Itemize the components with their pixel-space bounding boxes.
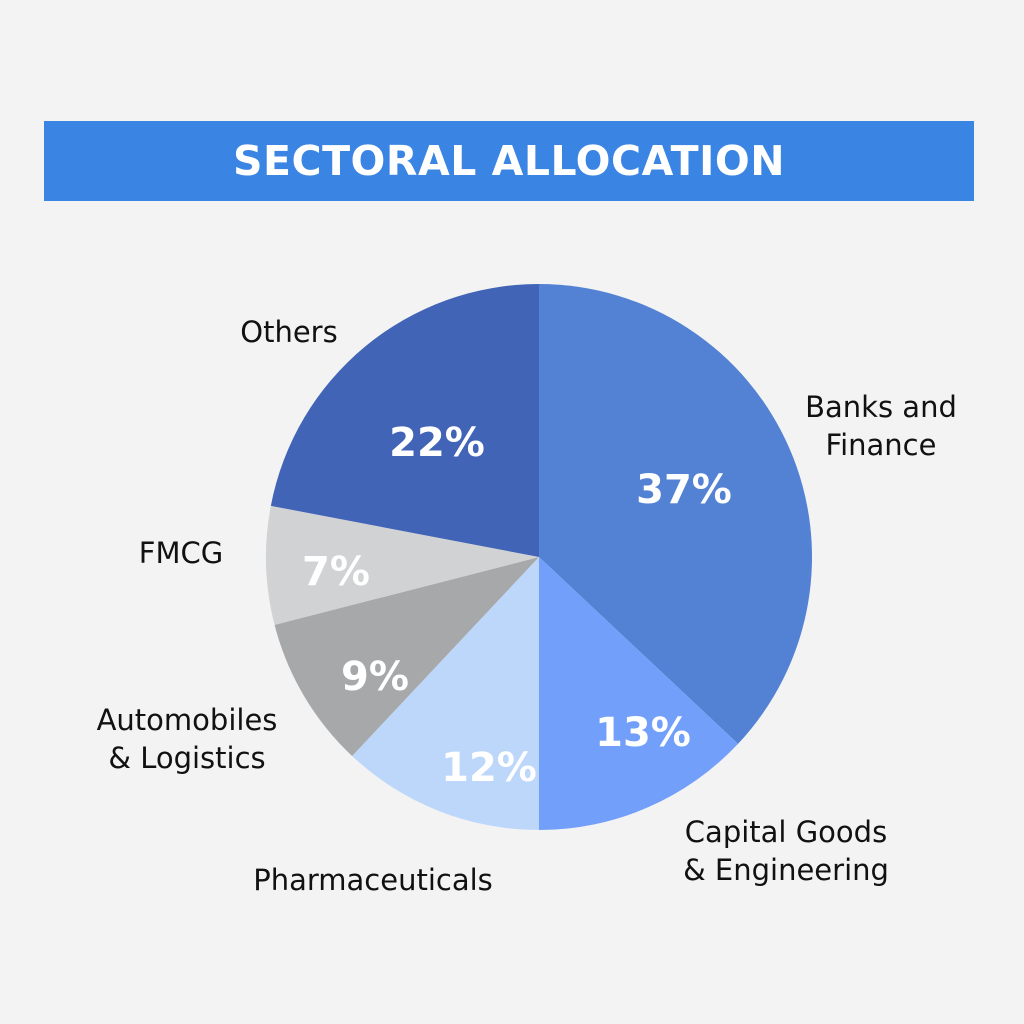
pie-slice-banks-and-finance [539,284,813,744]
slice-percent-label: 9% [341,654,409,700]
slice-category-label: & Engineering [683,853,889,887]
pie-slice-automobiles-logistics [274,557,539,757]
slice-category-label: Finance [826,428,937,462]
pie-slice-capital-goods-engineering [539,557,739,830]
slice-category-label: Capital Goods [685,815,887,849]
slice-percent-label: 7% [302,549,370,595]
chart-title: SECTORAL ALLOCATION [232,137,786,185]
slice-percent-label: 12% [441,745,537,791]
slice-percent-label: 22% [389,420,485,466]
slice-category-label: Others [240,315,337,349]
slice-category-label: Pharmaceuticals [253,863,493,897]
slice-category-label: & Logistics [108,741,265,775]
slice-category-label: Automobiles [97,703,278,737]
slice-category-label: Banks and [805,390,957,424]
slice-category-label: FMCG [139,536,223,570]
slice-percent-label: 37% [636,467,732,513]
pie-slice-fmcg [266,505,539,625]
pie-slice-others [270,284,539,557]
chart-title-bar: SECTORAL ALLOCATION [44,121,974,201]
pie-slice-pharmaceuticals [352,557,539,830]
slice-percent-label: 13% [595,710,691,756]
